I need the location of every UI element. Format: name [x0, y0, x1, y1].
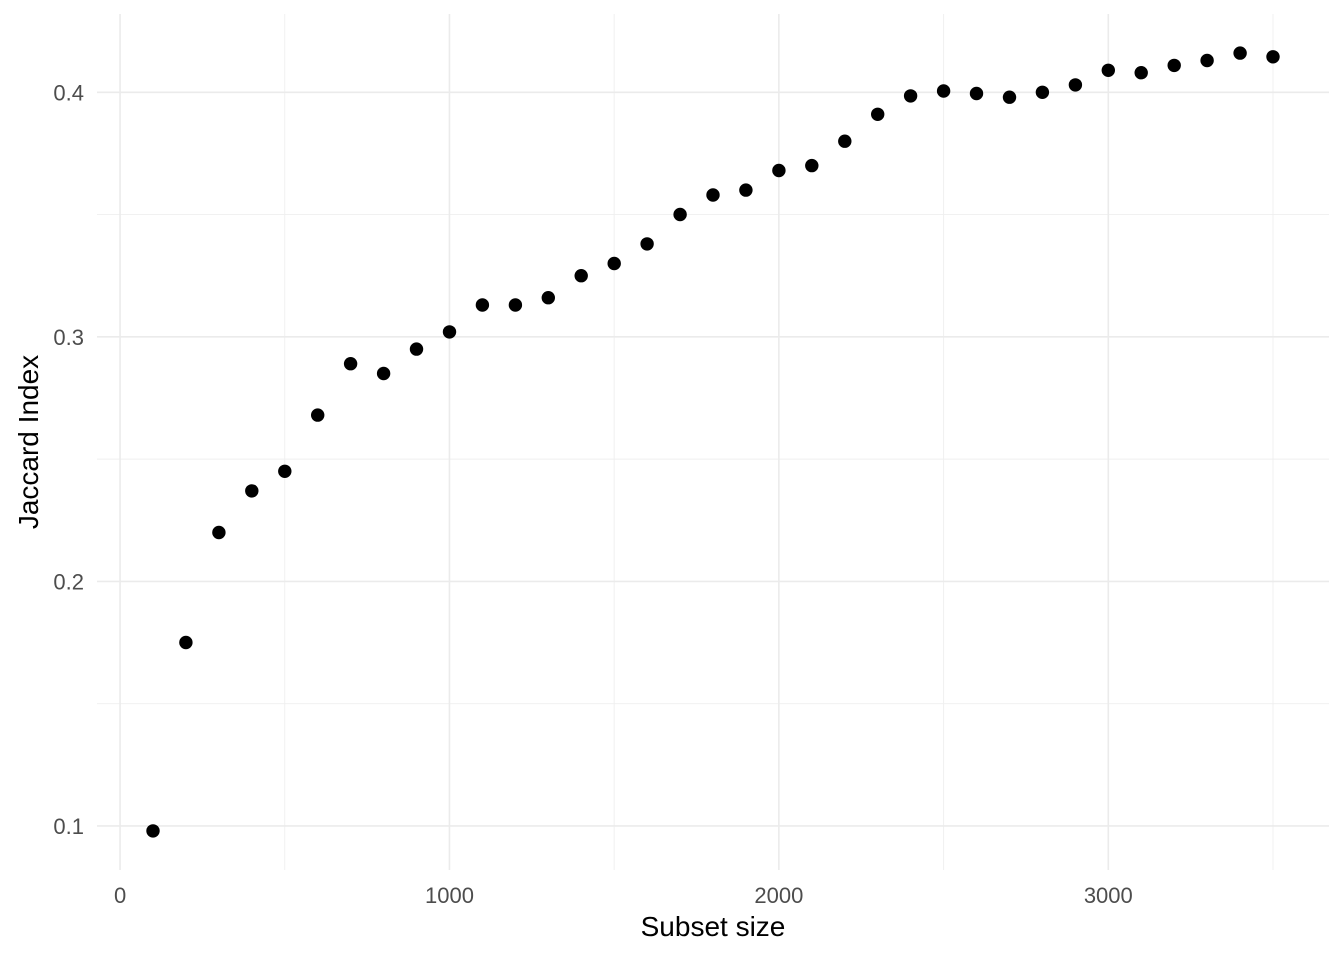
scatter-point — [805, 158, 819, 173]
scatter-point — [376, 366, 391, 381]
scatter-point — [541, 291, 555, 305]
scatter-point — [409, 342, 424, 356]
scatter-point — [245, 484, 259, 498]
scatter-point — [508, 298, 523, 312]
y-axis-title: Jaccard Index — [13, 355, 44, 529]
scatter-point — [706, 188, 720, 202]
scatter-point — [838, 134, 852, 148]
minor-gridlines — [97, 14, 1329, 870]
scatter-point — [673, 207, 687, 222]
scatter-points — [146, 46, 1280, 838]
scatter-point — [1134, 66, 1148, 80]
y-tick-label: 0.2 — [53, 569, 84, 594]
scatter-point — [1068, 78, 1083, 92]
scatter-point — [343, 357, 358, 371]
y-axis-tick-labels: 0.1 0.2 0.3 0.4 — [53, 80, 84, 839]
scatter-point — [936, 84, 951, 98]
major-gridlines — [97, 14, 1329, 870]
scatter-point — [969, 86, 984, 101]
x-tick-label: 3000 — [1084, 883, 1133, 908]
scatter-point — [475, 298, 490, 312]
scatter-point — [1266, 50, 1280, 64]
x-tick-label: 1000 — [425, 883, 474, 908]
scatter-point — [1233, 46, 1247, 60]
scatter-point — [607, 256, 621, 271]
scatter-point — [871, 107, 885, 122]
scatter-point — [1200, 53, 1214, 68]
scatter-point — [640, 237, 654, 251]
y-tick-label: 0.3 — [53, 325, 84, 350]
scatter-point — [1167, 58, 1181, 73]
y-tick-label: 0.1 — [53, 814, 84, 839]
scatter-point — [1035, 85, 1050, 100]
scatter-point — [311, 408, 325, 422]
y-tick-label: 0.4 — [53, 80, 84, 105]
scatter-point — [278, 464, 292, 478]
x-tick-label: 0 — [114, 883, 126, 908]
scatter-point — [179, 635, 193, 650]
scatter-point — [212, 525, 226, 540]
x-axis-tick-labels: 0 1000 2000 3000 — [114, 883, 1133, 908]
x-axis-title: Subset size — [641, 911, 786, 942]
scatter-point — [574, 269, 588, 283]
scatter-point — [1101, 63, 1116, 77]
x-tick-label: 2000 — [754, 883, 803, 908]
scatter-point — [442, 325, 457, 339]
scatter-point — [146, 824, 160, 838]
scatter-point — [903, 89, 918, 103]
scatter-point — [739, 183, 753, 197]
scatter-point — [1002, 90, 1017, 104]
scatter-point — [772, 163, 786, 178]
